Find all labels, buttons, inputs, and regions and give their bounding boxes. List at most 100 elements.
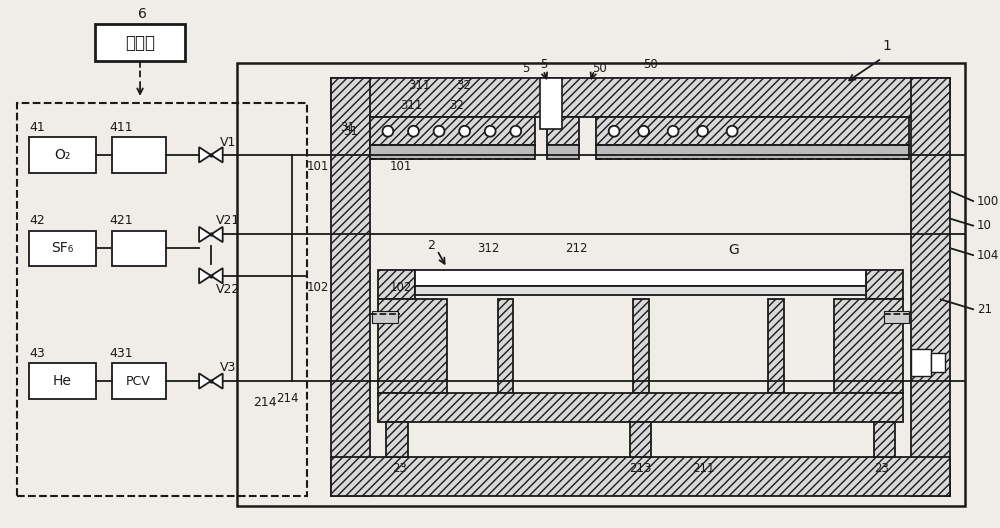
Text: He: He <box>53 374 72 388</box>
Bar <box>370 117 535 145</box>
Text: 42: 42 <box>29 214 45 227</box>
Bar <box>874 422 895 457</box>
Bar <box>866 270 903 299</box>
Polygon shape <box>211 227 223 242</box>
Text: V3: V3 <box>219 361 236 374</box>
Bar <box>884 311 909 323</box>
Text: 50: 50 <box>643 58 658 71</box>
Text: O₂: O₂ <box>54 148 71 162</box>
Text: 311: 311 <box>400 99 423 112</box>
Text: 102: 102 <box>306 281 329 294</box>
Text: 50: 50 <box>592 62 607 75</box>
Text: 31: 31 <box>341 121 355 134</box>
Text: 312: 312 <box>477 242 499 255</box>
Bar <box>112 231 166 266</box>
Bar <box>378 393 903 422</box>
Bar <box>370 145 535 159</box>
Text: 5: 5 <box>541 58 548 71</box>
Bar <box>596 145 909 159</box>
Bar <box>415 286 866 296</box>
Bar <box>931 353 945 372</box>
Bar <box>911 78 950 496</box>
Polygon shape <box>211 147 223 163</box>
Text: 31: 31 <box>344 125 358 138</box>
Text: 101: 101 <box>390 160 412 173</box>
Circle shape <box>609 126 620 137</box>
Circle shape <box>485 126 496 137</box>
Text: 41: 41 <box>29 121 45 134</box>
Bar <box>378 270 415 299</box>
Text: 2: 2 <box>427 239 435 252</box>
Bar <box>112 363 166 399</box>
Text: 213: 213 <box>629 462 652 475</box>
Bar <box>596 117 909 145</box>
Text: 6: 6 <box>138 7 146 21</box>
Circle shape <box>727 126 738 137</box>
Circle shape <box>408 126 419 137</box>
Text: 214: 214 <box>253 396 277 409</box>
Text: 421: 421 <box>110 214 133 227</box>
Text: 1: 1 <box>882 39 891 53</box>
Bar <box>17 103 307 496</box>
Circle shape <box>459 126 470 137</box>
Text: 23: 23 <box>392 462 407 475</box>
Text: 21: 21 <box>977 303 992 316</box>
Text: 10: 10 <box>977 219 992 232</box>
Bar <box>386 422 408 457</box>
Text: 100: 100 <box>977 194 999 208</box>
Polygon shape <box>199 268 211 284</box>
Text: SF₆: SF₆ <box>51 241 73 255</box>
Bar <box>834 299 903 393</box>
Text: 212: 212 <box>565 242 588 255</box>
Text: 101: 101 <box>306 160 329 173</box>
Text: 43: 43 <box>29 347 45 360</box>
Bar <box>237 63 965 506</box>
Text: 104: 104 <box>977 249 999 262</box>
Bar <box>540 78 562 129</box>
Text: 311: 311 <box>408 80 431 92</box>
Text: 控制部: 控制部 <box>125 34 155 52</box>
Bar <box>911 348 931 376</box>
Circle shape <box>638 126 649 137</box>
Polygon shape <box>211 268 223 284</box>
Circle shape <box>697 126 708 137</box>
Circle shape <box>510 126 521 137</box>
Polygon shape <box>211 373 223 389</box>
Bar <box>768 299 784 393</box>
Text: V22: V22 <box>215 283 240 296</box>
Bar <box>633 299 649 393</box>
Text: G: G <box>729 243 739 257</box>
Polygon shape <box>199 147 211 163</box>
Bar <box>630 422 651 457</box>
Bar <box>331 457 950 496</box>
Text: 411: 411 <box>110 121 133 134</box>
Text: 23: 23 <box>874 462 889 475</box>
Circle shape <box>382 126 393 137</box>
Text: 5: 5 <box>522 62 529 75</box>
Bar <box>29 363 96 399</box>
Circle shape <box>434 126 444 137</box>
Bar <box>95 24 185 61</box>
Bar <box>547 117 579 145</box>
Bar <box>498 299 513 393</box>
Circle shape <box>668 126 679 137</box>
Bar <box>331 78 370 496</box>
Bar <box>372 311 398 323</box>
Bar <box>415 270 866 286</box>
Text: 214: 214 <box>276 392 298 406</box>
Polygon shape <box>199 227 211 242</box>
Text: 431: 431 <box>110 347 133 360</box>
Text: 102: 102 <box>390 281 412 294</box>
Bar <box>112 137 166 173</box>
Text: V21: V21 <box>215 214 240 227</box>
Text: 32: 32 <box>449 99 464 112</box>
Bar <box>331 78 950 117</box>
Polygon shape <box>199 373 211 389</box>
Text: PCV: PCV <box>126 374 150 388</box>
Bar <box>378 299 447 393</box>
Text: V1: V1 <box>219 136 236 148</box>
Bar <box>547 145 579 159</box>
Text: 211: 211 <box>692 462 715 475</box>
Bar <box>29 231 96 266</box>
Text: 32: 32 <box>456 80 471 92</box>
